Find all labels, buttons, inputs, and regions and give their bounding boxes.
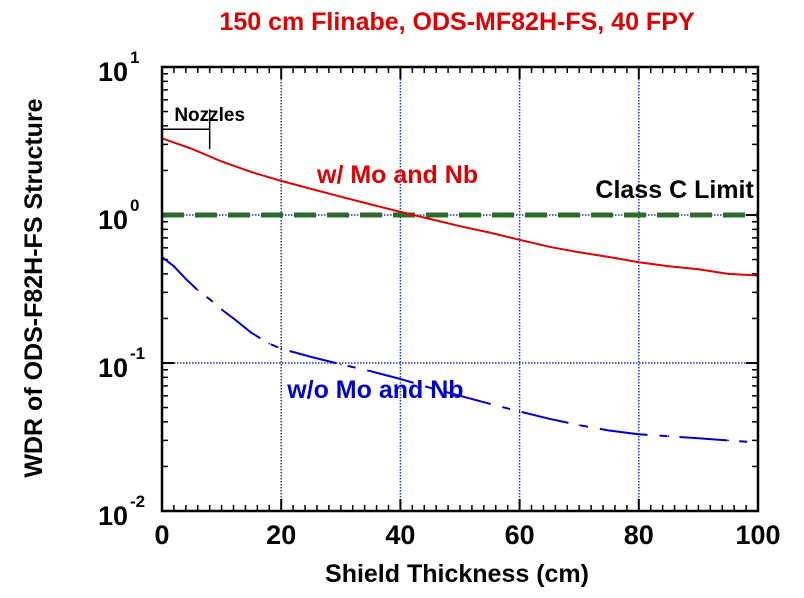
series-point — [268, 342, 271, 345]
series-point — [727, 439, 729, 442]
series-point — [310, 188, 312, 190]
series-point — [727, 273, 729, 275]
series-point — [340, 363, 342, 366]
y-tick-base: 10 — [98, 501, 128, 531]
series-point — [220, 308, 223, 311]
y-tick-exponent: -1 — [130, 344, 145, 363]
series-point — [608, 429, 610, 432]
series-point — [280, 347, 283, 350]
y-tick-base: 10 — [98, 353, 128, 383]
series-point — [697, 437, 700, 440]
x-tick-label: 60 — [505, 520, 535, 550]
class-c-limit-label: Class C Limit — [595, 176, 754, 204]
series-point — [399, 378, 402, 380]
plot-frame — [160, 65, 760, 513]
series-point — [250, 332, 253, 334]
series-point — [459, 395, 461, 397]
series-point — [250, 171, 253, 173]
series-point — [548, 418, 551, 420]
series-point — [191, 148, 193, 150]
series-point — [578, 424, 580, 427]
y-tick-label: 10 — [98, 501, 128, 531]
x-axis-label: Shield Thickness (cm) — [325, 560, 589, 588]
series-point — [697, 268, 700, 271]
series-point — [638, 261, 640, 264]
series-point — [310, 356, 312, 358]
series-point — [518, 410, 521, 413]
series-point — [197, 289, 199, 292]
series-point — [667, 435, 670, 438]
series-point — [340, 195, 342, 198]
y-tick-exponent: 1 — [130, 48, 139, 67]
series-point — [173, 265, 175, 268]
series-point — [489, 231, 491, 234]
x-tick-label: 20 — [266, 520, 296, 550]
y-tick-exponent: -2 — [130, 492, 145, 511]
series-point — [429, 218, 432, 220]
series-point — [578, 251, 580, 254]
series-point — [459, 225, 461, 227]
y-tick-label: 10 — [98, 57, 128, 87]
x-tick-label: 0 — [154, 520, 169, 550]
series-point — [667, 265, 670, 268]
y-axis-label: WDR of ODS-F82H-FS Structure — [20, 98, 48, 477]
y-tick-exponent: 0 — [130, 196, 139, 215]
series-point — [220, 160, 223, 163]
series-point — [429, 387, 432, 389]
series-point — [280, 180, 283, 182]
x-tick-label: 80 — [624, 520, 654, 550]
series-point — [369, 370, 372, 373]
x-tick-label: 40 — [385, 520, 415, 550]
series-point — [185, 278, 187, 280]
series-point — [489, 403, 491, 405]
plot-series — [161, 137, 759, 444]
series-point — [369, 203, 372, 206]
y-tick-label: 10 — [98, 353, 128, 383]
plot-grid — [162, 67, 758, 511]
y-tick-base: 10 — [98, 205, 128, 235]
x-tick-label: 100 — [735, 520, 780, 550]
series-point — [548, 246, 551, 248]
y-tick-base: 10 — [98, 57, 128, 87]
series-point — [638, 433, 640, 436]
without-mo-nb-label: w/o Mo and Nb — [286, 376, 463, 404]
series-point — [518, 239, 521, 241]
series-point — [399, 211, 402, 213]
chart-title: 150 cm Flinabe, ODS-MF82H-FS, 40 FPY — [219, 8, 694, 36]
series-point — [208, 298, 211, 301]
series-point — [608, 256, 610, 258]
y-tick-label: 10 — [98, 205, 128, 235]
series-line — [161, 137, 759, 277]
series-line — [161, 256, 759, 444]
series-point — [232, 317, 235, 320]
with-mo-nb-label: w/ Mo and Nb — [316, 161, 478, 189]
